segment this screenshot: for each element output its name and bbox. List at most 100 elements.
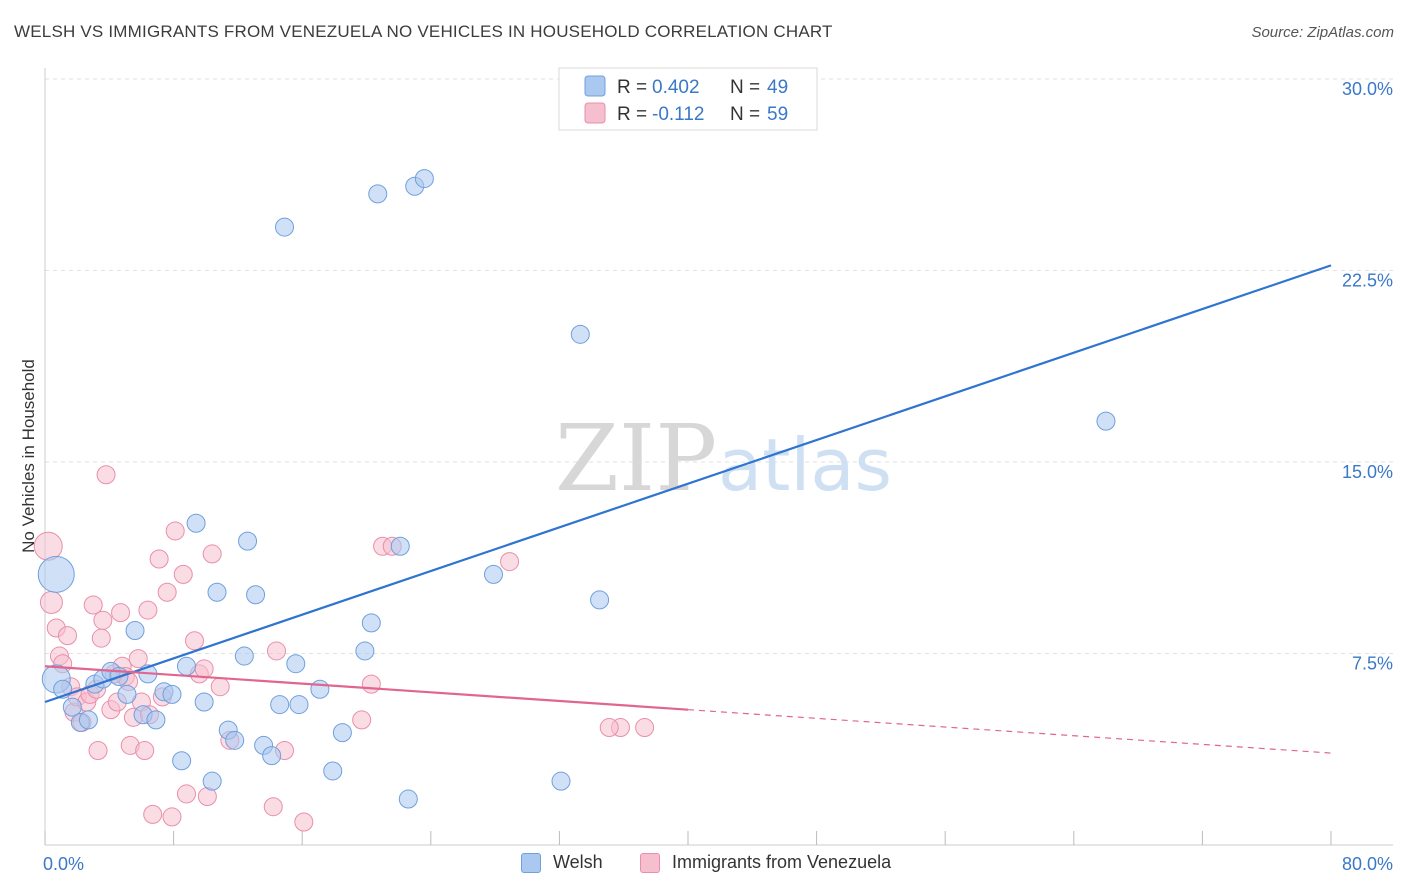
tick-labels: 7.5% 15.0% 22.5% 30.0% 0.0% 80.0%	[43, 79, 1393, 874]
data-point-venezuela	[294, 812, 314, 832]
legend-welsh-n-label: N =	[730, 77, 760, 98]
data-point-welsh	[162, 684, 182, 704]
watermark-atlas: atlas	[718, 423, 892, 507]
legend-welsh-r-value: 0.402	[652, 77, 700, 98]
data-point-welsh	[414, 169, 434, 189]
legend-label-welsh: Welsh	[553, 852, 603, 872]
data-point-welsh	[551, 771, 571, 791]
trend-line-venezuela-extension	[687, 709, 1332, 754]
legend-venezuela-n-value: 59	[767, 104, 788, 125]
data-point-welsh	[289, 695, 309, 715]
data-point-welsh	[202, 771, 222, 791]
data-point-welsh	[186, 513, 206, 533]
data-point-welsh	[270, 695, 290, 715]
source-credit: Source: ZipAtlas.com	[1251, 24, 1394, 41]
data-point-welsh	[355, 641, 375, 661]
legend-item-venezuela[interactable]: Immigrants from Venezuela	[640, 852, 891, 873]
legend-swatch-welsh	[584, 75, 606, 97]
trend-line-welsh	[44, 264, 1332, 704]
data-point-welsh	[176, 656, 196, 676]
data-point-welsh	[398, 789, 418, 809]
data-point-venezuela	[173, 564, 193, 584]
y-tick-label: 22.5%	[1342, 271, 1393, 291]
data-point-welsh	[262, 746, 282, 766]
legend-venezuela-r-label: R =	[617, 104, 647, 125]
data-point-venezuela	[194, 659, 214, 679]
data-point-venezuela	[88, 741, 108, 761]
data-point-venezuela	[138, 600, 158, 620]
data-point-venezuela	[210, 677, 230, 697]
y-axis-label: No Vehicles in Household	[19, 359, 38, 553]
data-point-venezuela	[352, 710, 372, 730]
data-point-welsh	[286, 654, 306, 674]
legend-swatch-venezuela	[640, 852, 660, 873]
data-point-venezuela	[184, 631, 204, 651]
series-welsh-points	[37, 169, 1116, 809]
x-tick-label: 0.0%	[43, 854, 84, 874]
legend-venezuela-n-label: N =	[730, 104, 760, 125]
trend-line-venezuela	[44, 665, 689, 711]
data-point-welsh	[310, 679, 330, 699]
data-point-welsh	[78, 710, 98, 730]
legend-label-venezuela: Immigrants from Venezuela	[672, 852, 892, 872]
data-point-venezuela	[165, 521, 185, 541]
data-point-welsh	[207, 582, 227, 602]
data-point-welsh	[332, 723, 352, 743]
trend-lines	[44, 264, 1332, 754]
grid-lines	[45, 78, 1393, 654]
data-point-welsh	[1096, 411, 1116, 431]
legend-item-welsh[interactable]: Welsh	[521, 852, 603, 873]
data-point-welsh	[117, 684, 137, 704]
y-tick-label: 7.5%	[1352, 654, 1393, 674]
data-point-venezuela	[83, 595, 103, 615]
data-point-venezuela	[93, 610, 113, 630]
data-point-venezuela	[96, 465, 116, 485]
data-point-venezuela	[162, 807, 182, 827]
legend-welsh-n-value: 49	[767, 77, 788, 98]
data-point-venezuela	[128, 649, 148, 669]
watermark: ZIP atlas	[555, 405, 892, 512]
data-point-welsh	[37, 555, 75, 593]
bottom-legend: Welsh Immigrants from Venezuela	[0, 852, 1406, 878]
data-point-venezuela	[149, 549, 169, 569]
data-point-venezuela	[135, 741, 155, 761]
data-point-venezuela	[39, 590, 63, 614]
data-point-welsh	[275, 217, 295, 237]
chart-title: WELSH VS IMMIGRANTS FROM VENEZUELA NO VE…	[14, 22, 833, 41]
data-point-venezuela	[176, 784, 196, 804]
data-point-venezuela	[91, 628, 111, 648]
data-point-welsh	[390, 536, 410, 556]
data-point-welsh	[323, 761, 343, 781]
data-point-welsh	[570, 324, 590, 344]
data-point-welsh	[246, 585, 266, 605]
legend-swatch-venezuela	[584, 102, 606, 124]
data-point-welsh	[62, 697, 82, 717]
y-tick-label: 15.0%	[1342, 462, 1393, 482]
watermark-zip: ZIP	[555, 405, 717, 512]
data-point-venezuela	[202, 544, 222, 564]
legend-venezuela-r-value: -0.112	[652, 104, 704, 125]
data-point-welsh	[194, 692, 214, 712]
data-point-welsh	[483, 564, 503, 584]
y-tick-label: 30.0%	[1342, 79, 1393, 99]
stats-legend: R = 0.402 N = 49 R = -0.112 N = 59	[558, 67, 818, 131]
data-point-welsh	[172, 751, 192, 771]
data-point-welsh	[234, 646, 254, 666]
axes	[44, 68, 1393, 846]
data-point-venezuela	[143, 804, 163, 824]
data-point-venezuela	[157, 582, 177, 602]
data-point-welsh	[590, 590, 610, 610]
data-point-welsh	[361, 613, 381, 633]
data-point-welsh	[368, 184, 388, 204]
data-point-venezuela	[111, 603, 131, 623]
x-tick-label: 80.0%	[1342, 854, 1393, 874]
data-point-venezuela	[58, 626, 78, 646]
data-point-welsh	[146, 710, 166, 730]
data-point-venezuela	[599, 718, 619, 738]
data-point-venezuela	[266, 641, 286, 661]
legend-welsh-r-label: R =	[617, 77, 647, 98]
data-point-welsh	[225, 730, 245, 750]
data-point-venezuela	[500, 552, 520, 572]
legend-swatch-welsh	[521, 852, 541, 873]
